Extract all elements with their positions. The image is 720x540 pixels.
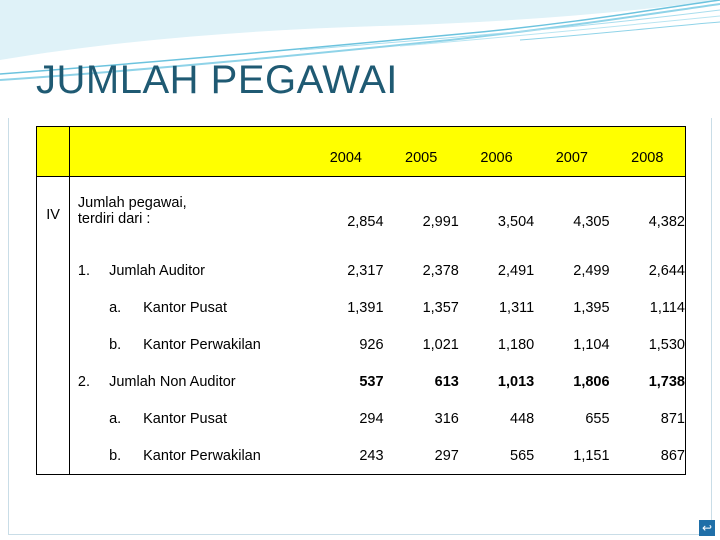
item-letter: b. (109, 437, 144, 475)
value-cell: 1,391 (347, 299, 384, 316)
value-cell: 1,180 (497, 336, 535, 353)
header-year-2006: 2006 (458, 126, 535, 177)
value-cell: 2,991 (422, 213, 459, 230)
value-cell: 655 (585, 410, 610, 427)
table-row-section: IV Jumlah pegawai, terdiri dari : 2,854 … (35, 176, 686, 253)
return-icon[interactable]: ↩ (699, 520, 715, 536)
section-number: IV (35, 176, 71, 252)
group-label: Jumlah Non Auditor (109, 373, 236, 390)
employee-table: 2004 2005 2006 2007 2008 IV Jumlah pegaw… (35, 126, 686, 475)
item-label: Kantor Perwakilan (143, 437, 309, 475)
table-row-item: a. Kantor Pusat 1,391 1,357 1,311 1,395 … (35, 289, 686, 326)
value-cell: 565 (458, 437, 535, 475)
section-label-line1: Jumlah pegawai, (77, 194, 187, 211)
table-row-group: 2. Jumlah Non Auditor 537 613 1,013 1,80… (35, 363, 686, 400)
value-cell: 537 (359, 373, 384, 390)
header-blank-cell (35, 126, 71, 177)
value-cell: 1,530 (609, 326, 686, 363)
value-cell: 871 (609, 400, 686, 437)
value-cell: 1,357 (422, 299, 459, 316)
table-header-row: 2004 2005 2006 2007 2008 (35, 126, 686, 177)
value-cell: 867 (609, 437, 686, 475)
value-cell: 1,806 (573, 373, 610, 390)
value-cell: 1,021 (422, 336, 459, 353)
value-cell: 1,114 (609, 289, 686, 326)
item-label: Kantor Pusat (143, 410, 227, 427)
table-row-item: a. Kantor Pusat 294 316 448 655 871 (35, 400, 686, 437)
value-cell: 294 (359, 410, 384, 427)
page-title: JUMLAH PEGAWAI (36, 58, 398, 102)
item-letter: b. (109, 336, 122, 353)
value-cell: 1,311 (498, 299, 535, 316)
value-cell: 613 (434, 373, 459, 390)
value-cell: 1,738 (609, 363, 686, 400)
table-row-group: 1. Jumlah Auditor 2,317 2,378 2,491 2,49… (35, 252, 686, 289)
value-cell: 2,491 (497, 262, 535, 279)
section-label: Jumlah pegawai, terdiri dari : (78, 177, 308, 253)
group-label: Jumlah Auditor (109, 262, 205, 279)
header-year-2007: 2007 (534, 126, 610, 177)
value-cell: 2,499 (573, 262, 610, 279)
item-label: Kantor Perwakilan (143, 336, 261, 353)
value-cell: 2,644 (609, 252, 686, 289)
group-number: 1. (77, 262, 90, 279)
value-cell: 297 (383, 437, 459, 475)
table-row-item: b. Kantor Perwakilan 243 297 565 1,151 8… (35, 437, 686, 475)
header-year-2004: 2004 (308, 126, 384, 177)
item-label: Kantor Pusat (143, 299, 227, 316)
value-cell: 243 (308, 437, 384, 475)
item-letter: a. (109, 410, 122, 427)
header-swoosh-decoration (0, 0, 720, 81)
value-cell: 4,382 (609, 176, 686, 252)
value-cell: 4,305 (573, 213, 610, 230)
value-cell: 2,317 (347, 262, 384, 279)
value-cell: 3,504 (497, 213, 535, 230)
value-cell: 1,151 (534, 437, 610, 475)
header-year-2008: 2008 (609, 126, 686, 177)
value-cell: 1,395 (573, 299, 610, 316)
value-cell: 2,854 (347, 213, 384, 230)
value-cell: 448 (510, 410, 535, 427)
value-cell: 316 (434, 410, 459, 427)
header-year-2005: 2005 (383, 126, 459, 177)
section-label-line2: terdiri dari : (77, 210, 151, 227)
value-cell: 926 (359, 336, 384, 353)
value-cell: 1,013 (497, 373, 535, 390)
value-cell: 2,378 (422, 262, 459, 279)
table-row-item: b. Kantor Perwakilan 926 1,021 1,180 1,1… (35, 326, 686, 363)
item-letter: a. (109, 299, 122, 316)
group-number: 2. (77, 373, 90, 390)
value-cell: 1,104 (573, 336, 610, 353)
slide-frame (8, 118, 712, 535)
